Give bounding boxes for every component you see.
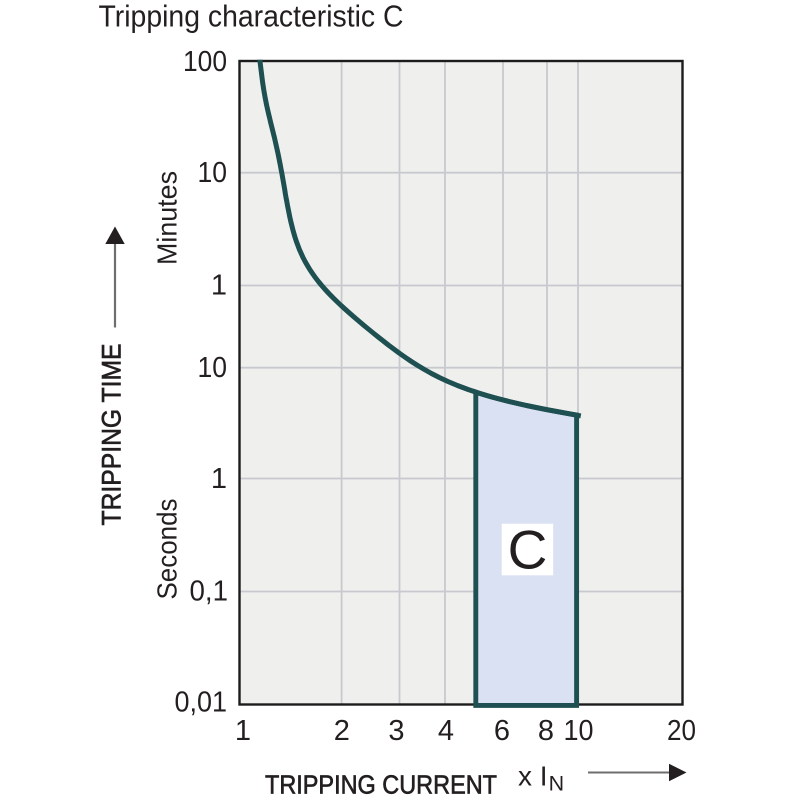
- svg-text:x IN: x IN: [518, 761, 564, 796]
- svg-text:0,1: 0,1: [190, 576, 229, 608]
- svg-text:3: 3: [388, 715, 404, 747]
- svg-text:Seconds: Seconds: [152, 499, 183, 600]
- svg-text:1: 1: [211, 463, 227, 495]
- svg-text:Tripping characteristic C: Tripping characteristic C: [99, 0, 404, 34]
- svg-text:10: 10: [564, 715, 594, 747]
- svg-text:4: 4: [438, 715, 454, 747]
- svg-text:2: 2: [334, 715, 350, 747]
- svg-text:6: 6: [494, 715, 510, 747]
- svg-text:TRIPPING TIME: TRIPPING TIME: [97, 344, 127, 526]
- svg-text:100: 100: [183, 46, 227, 78]
- svg-text:1: 1: [211, 270, 227, 302]
- svg-text:20: 20: [667, 715, 696, 747]
- svg-text:TRIPPING CURRENT: TRIPPING CURRENT: [265, 772, 497, 800]
- svg-text:8: 8: [538, 715, 554, 747]
- svg-text:Minutes: Minutes: [152, 171, 183, 265]
- svg-text:C: C: [508, 519, 548, 581]
- svg-text:1: 1: [235, 715, 251, 747]
- svg-text:0,01: 0,01: [175, 687, 228, 719]
- svg-text:10: 10: [198, 352, 228, 384]
- svg-text:10: 10: [198, 157, 228, 189]
